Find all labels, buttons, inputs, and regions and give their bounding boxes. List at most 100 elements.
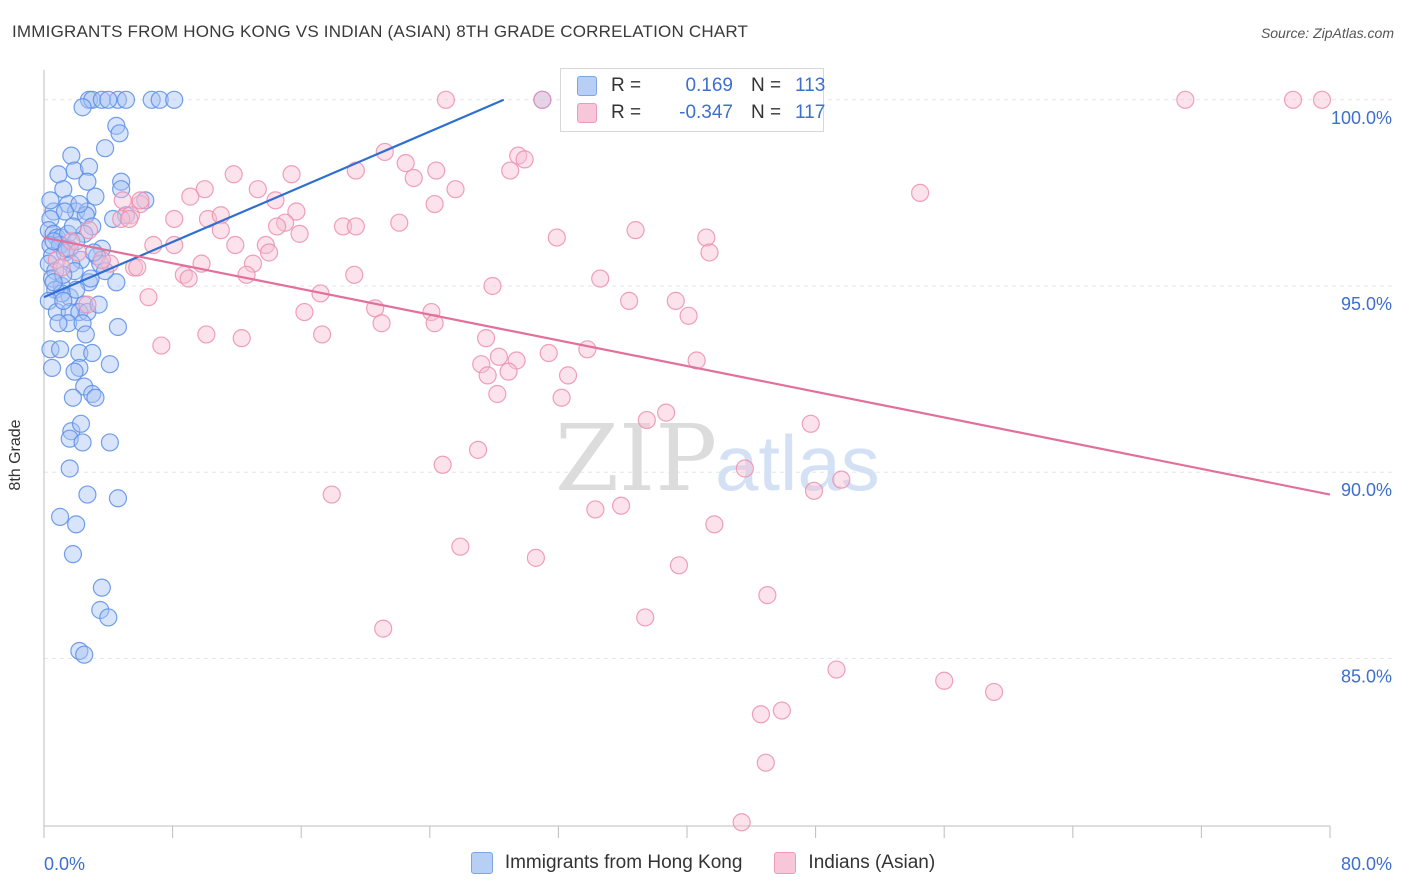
point-indian (827, 660, 846, 679)
point-indian (488, 384, 507, 404)
point-hong-kong (63, 545, 83, 564)
y-tick-label: 95.0% (1341, 294, 1392, 314)
point-hong-kong (116, 90, 136, 109)
point-indian (346, 217, 365, 236)
trend-lines (43, 98, 1331, 496)
point-hong-kong (108, 489, 128, 508)
point-indian (259, 243, 279, 262)
point-hong-kong (63, 388, 83, 407)
point-hong-kong (49, 314, 68, 333)
point-hong-kong (67, 515, 86, 534)
point-indian (526, 548, 545, 567)
point-hong-kong (86, 187, 105, 206)
point-indian (539, 343, 558, 363)
point-hong-kong (165, 90, 184, 109)
point-hong-kong (78, 485, 97, 504)
point-hong-kong (62, 422, 81, 441)
point-indian (128, 258, 147, 277)
legend-r-value-hong-kong: 0.169 (685, 75, 733, 96)
point-indian (910, 183, 930, 202)
point-hong-kong (100, 433, 120, 452)
y-tick-label: 90.0% (1341, 480, 1392, 500)
point-indian (237, 265, 256, 284)
point-hong-kong (99, 90, 118, 109)
legend-swatch-hong-kong (577, 76, 597, 96)
point-indian (346, 161, 365, 180)
point-hong-kong (65, 362, 84, 381)
legend-r-value-indian: -0.347 (679, 102, 733, 123)
point-indian (436, 90, 455, 109)
point-hong-kong (79, 157, 99, 176)
legend-swatch-indian (774, 852, 797, 874)
point-indian (120, 209, 139, 229)
point-hong-kong (78, 172, 97, 191)
point-indian (935, 671, 954, 690)
legend-item-hong-kong: Immigrants from Hong Kong (470, 852, 742, 874)
point-hong-kong (75, 645, 94, 664)
point-indian (267, 217, 287, 236)
point-indian (79, 221, 99, 240)
point-indian (499, 362, 518, 381)
point-indian (226, 235, 245, 255)
point-indian (472, 355, 491, 374)
chart-title: IMMIGRANTS FROM HONG KONG VS INDIAN (ASI… (12, 22, 749, 41)
point-hong-kong (60, 459, 79, 478)
point-indian (705, 515, 724, 534)
point-indian (626, 221, 645, 240)
point-hong-kong (42, 358, 62, 378)
legend-n-label: N = (751, 102, 782, 123)
point-indian (1312, 90, 1332, 109)
point-indian (558, 366, 578, 385)
stats-legend: R = 0.169 N = 113 R = -0.347 N = 117 (560, 68, 825, 132)
point-indian (197, 325, 216, 344)
point-hong-kong (73, 314, 92, 333)
point-hong-kong (59, 314, 78, 333)
point-indian (248, 180, 267, 199)
point-hong-kong (41, 340, 60, 359)
point-indian (179, 269, 198, 288)
point-hong-kong (92, 578, 111, 597)
point-indian (772, 701, 791, 720)
point-indian (390, 213, 409, 232)
point-hong-kong (70, 343, 89, 363)
point-hong-kong (110, 124, 129, 143)
legend-row-indian: R = -0.347 N = 117 (577, 101, 825, 125)
point-indian (113, 191, 132, 210)
point-indian (374, 619, 393, 638)
point-indian (345, 265, 364, 284)
point-indian (92, 250, 111, 270)
point-indian (451, 537, 470, 556)
series-indian-points (47, 90, 1332, 832)
point-indian (679, 306, 698, 325)
point-hong-kong (50, 340, 70, 359)
point-indian (735, 459, 754, 478)
point-indian (290, 224, 309, 243)
y-tick-labels: 85.0% 90.0% 95.0% 100.0% (1331, 108, 1392, 687)
point-indian (700, 243, 719, 262)
point-indian (552, 388, 571, 407)
point-hong-kong (100, 355, 120, 374)
point-indian (131, 191, 150, 210)
point-hong-kong (73, 433, 92, 452)
point-indian (984, 682, 1004, 702)
point-indian (669, 556, 689, 575)
x-tick-label-max: 80.0% (1341, 854, 1392, 874)
legend-r-label: R = (611, 102, 642, 123)
point-indian (287, 202, 306, 221)
point-hong-kong (76, 325, 95, 344)
point-indian (758, 586, 777, 605)
point-indian (489, 347, 509, 366)
point-hong-kong (95, 139, 115, 158)
point-hong-kong (73, 98, 92, 117)
grid-lines (44, 99, 1392, 659)
point-indian (446, 180, 465, 199)
point-hong-kong (71, 414, 91, 433)
point-hong-kong (150, 90, 169, 109)
y-tick-label: 100.0% (1331, 108, 1392, 128)
point-hong-kong (107, 273, 126, 292)
point-indian (52, 258, 71, 277)
point-hong-kong (55, 202, 74, 221)
point-indian (396, 154, 415, 173)
point-indian (501, 161, 520, 180)
